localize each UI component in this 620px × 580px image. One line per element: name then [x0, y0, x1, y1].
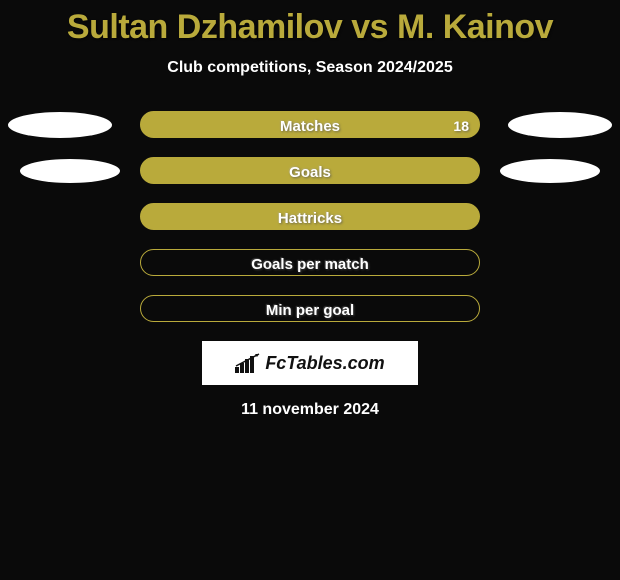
display-date: 11 november 2024	[0, 401, 620, 419]
player-right-marker	[500, 159, 600, 183]
stat-label: Goals	[289, 160, 331, 185]
logo-text: FcTables.com	[265, 353, 384, 374]
stat-row: Goals	[0, 157, 620, 185]
bars-icon	[235, 353, 261, 373]
page-title: Sultan Dzhamilov vs M. Kainov	[0, 8, 620, 47]
stat-label: Matches	[280, 114, 340, 139]
player-left-marker	[20, 159, 120, 183]
stat-value-right: 18	[453, 114, 469, 139]
stat-bar: Matches 18	[140, 111, 480, 138]
player-right-marker	[508, 112, 612, 138]
stat-label: Min per goal	[266, 298, 354, 323]
page-subtitle: Club competitions, Season 2024/2025	[0, 59, 620, 77]
comparison-card: Sultan Dzhamilov vs M. Kainov Club compe…	[0, 0, 620, 419]
stat-bar: Hattricks	[140, 203, 480, 230]
logo: FcTables.com	[235, 353, 384, 374]
stat-row: Goals per match	[0, 249, 620, 277]
stat-bar: Goals	[140, 157, 480, 184]
stat-label: Hattricks	[278, 206, 342, 231]
stat-row: Matches 18	[0, 111, 620, 139]
stat-bar: Min per goal	[140, 295, 480, 322]
stats-list: Matches 18 Goals Hattricks Goals per match Mi…	[0, 111, 620, 323]
stat-label: Goals per match	[251, 252, 369, 277]
stat-row: Hattricks	[0, 203, 620, 231]
player-left-marker	[8, 112, 112, 138]
logo-box: FcTables.com	[202, 341, 418, 385]
stat-bar: Goals per match	[140, 249, 480, 276]
stat-row: Min per goal	[0, 295, 620, 323]
